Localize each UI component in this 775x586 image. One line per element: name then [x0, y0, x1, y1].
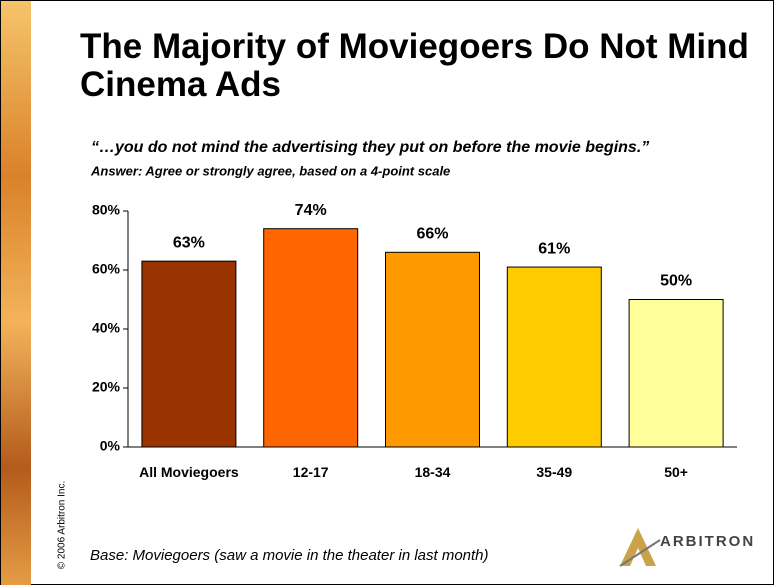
value-label: 61%: [538, 240, 570, 257]
x-tick-label: 35-49: [504, 464, 604, 481]
y-tick-label: 0%: [100, 438, 121, 454]
y-tick-label: 20%: [92, 379, 121, 395]
bar: [142, 261, 236, 447]
value-label: 66%: [416, 226, 448, 243]
logo-text: ARBITRON: [660, 533, 755, 550]
x-tick-label: 50+: [626, 464, 726, 481]
bar: [386, 252, 480, 447]
side-strip: [1, 1, 31, 585]
footnote: Base: Moviegoers (saw a movie in the the…: [90, 547, 489, 564]
x-tick-label: 18-34: [383, 464, 483, 481]
bar: [264, 229, 358, 447]
value-label: 74%: [295, 202, 327, 219]
y-tick-label: 40%: [92, 320, 121, 336]
value-label: 63%: [173, 234, 205, 251]
subtitle: “…you do not mind the advertising they p…: [91, 139, 649, 156]
bar: [629, 300, 723, 448]
y-tick-label: 60%: [92, 261, 121, 277]
copyright: © 2006 Arbitron Inc.: [57, 481, 68, 570]
x-tick-label: 12-17: [261, 464, 361, 481]
x-tick-label: All Moviegoers: [139, 464, 239, 481]
chart-title: The Majority of Moviegoers Do Not Mind C…: [80, 28, 760, 104]
slide: “…you do not mind the advertising they p…: [0, 0, 775, 586]
value-label: 50%: [660, 273, 692, 290]
bar: [507, 267, 601, 447]
answer-note: Answer: Agree or strongly agree, based o…: [90, 163, 450, 178]
y-tick-label: 80%: [92, 202, 121, 218]
